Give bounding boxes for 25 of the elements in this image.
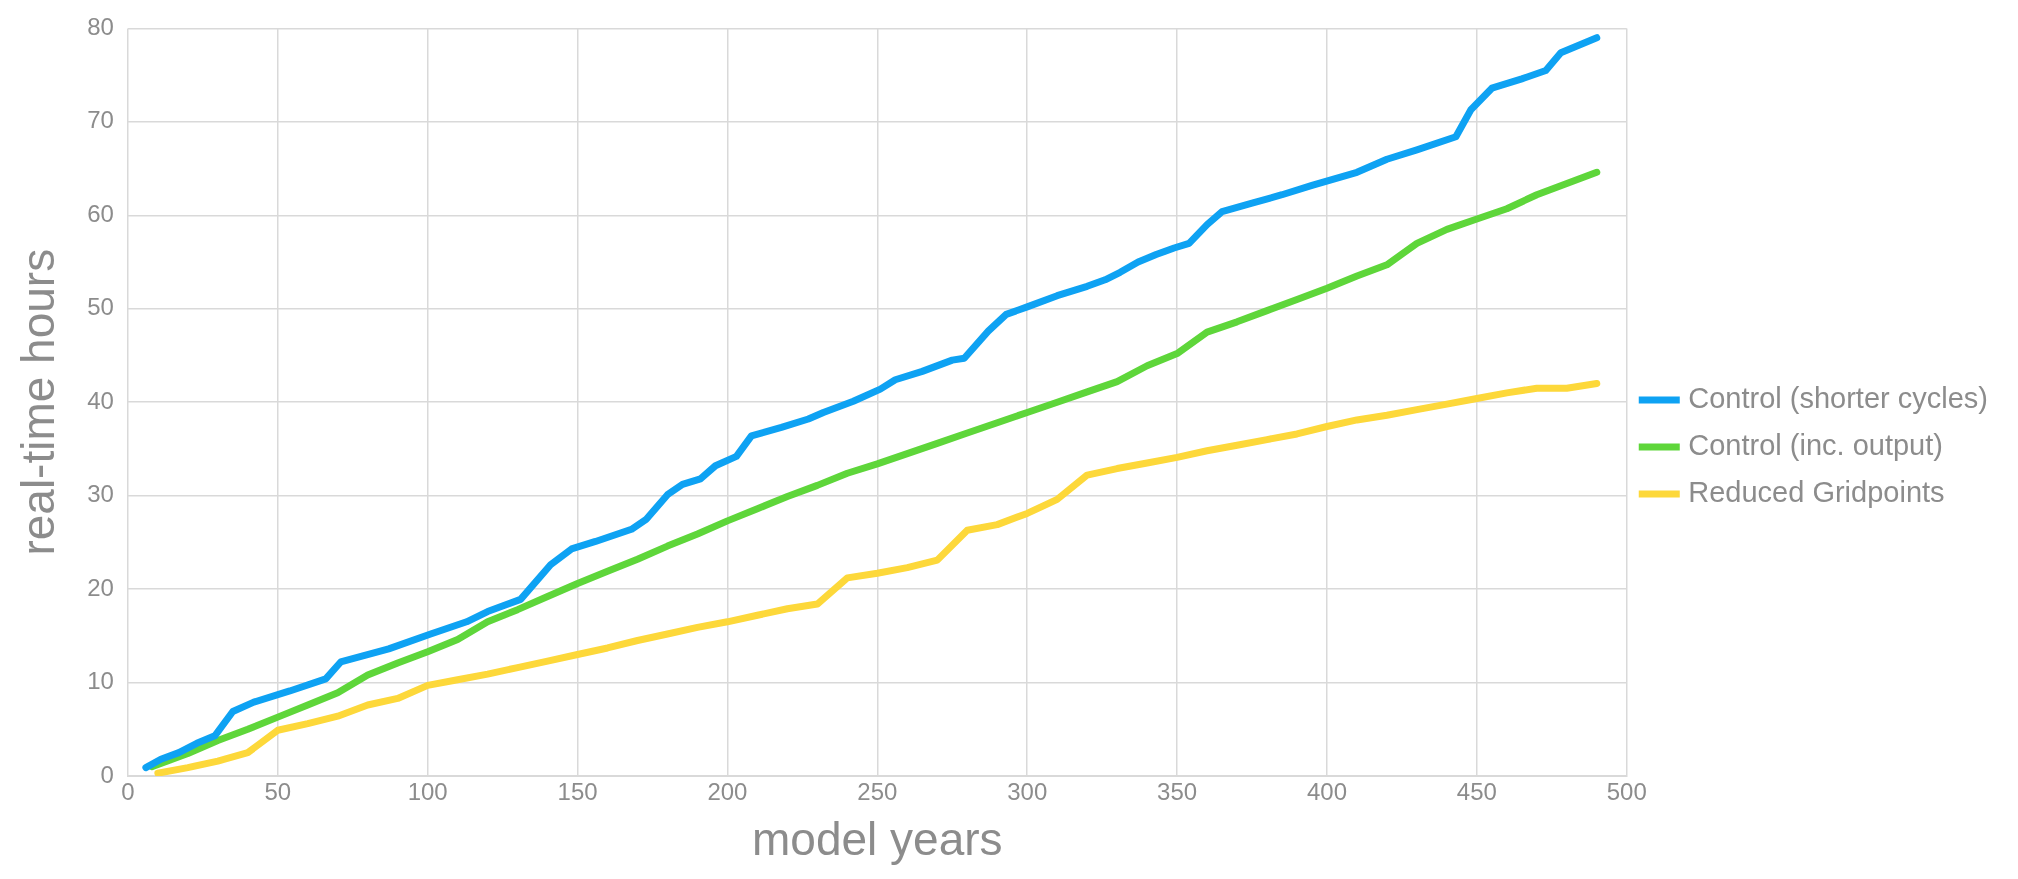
y-tick-label: 50 [87, 293, 114, 321]
y-tick-label: 60 [87, 199, 114, 227]
legend-label: Control (shorter cycles) [1688, 382, 1989, 414]
x-axis-title: model years [752, 813, 1003, 866]
x-tick-label: 400 [1306, 778, 1348, 806]
x-tick-label: 250 [857, 778, 898, 806]
x-tick-label: 150 [557, 778, 598, 806]
x-tick-label: 350 [1157, 778, 1198, 806]
x-tick-label: 50 [264, 778, 292, 806]
y-tick-label: 0 [100, 760, 114, 788]
x-tick-label: 100 [407, 778, 448, 806]
x-tick-label: 500 [1606, 778, 1647, 806]
y-tick-label: 80 [87, 13, 114, 41]
legend-label: Reduced Gridpoints [1688, 476, 1945, 508]
x-tick-label: 0 [121, 778, 135, 806]
x-tick-label: 200 [707, 778, 748, 806]
legend-label: Control (inc. output) [1688, 429, 1943, 461]
y-tick-label: 10 [87, 667, 114, 695]
x-tick-label: 300 [1007, 778, 1048, 806]
y-tick-label: 40 [87, 386, 114, 414]
y-tick-label: 20 [87, 573, 114, 601]
y-tick-label: 30 [87, 480, 114, 508]
y-axis-title: real-time hours [12, 248, 65, 556]
y-tick-label: 70 [87, 106, 114, 134]
x-tick-label: 450 [1456, 778, 1497, 806]
